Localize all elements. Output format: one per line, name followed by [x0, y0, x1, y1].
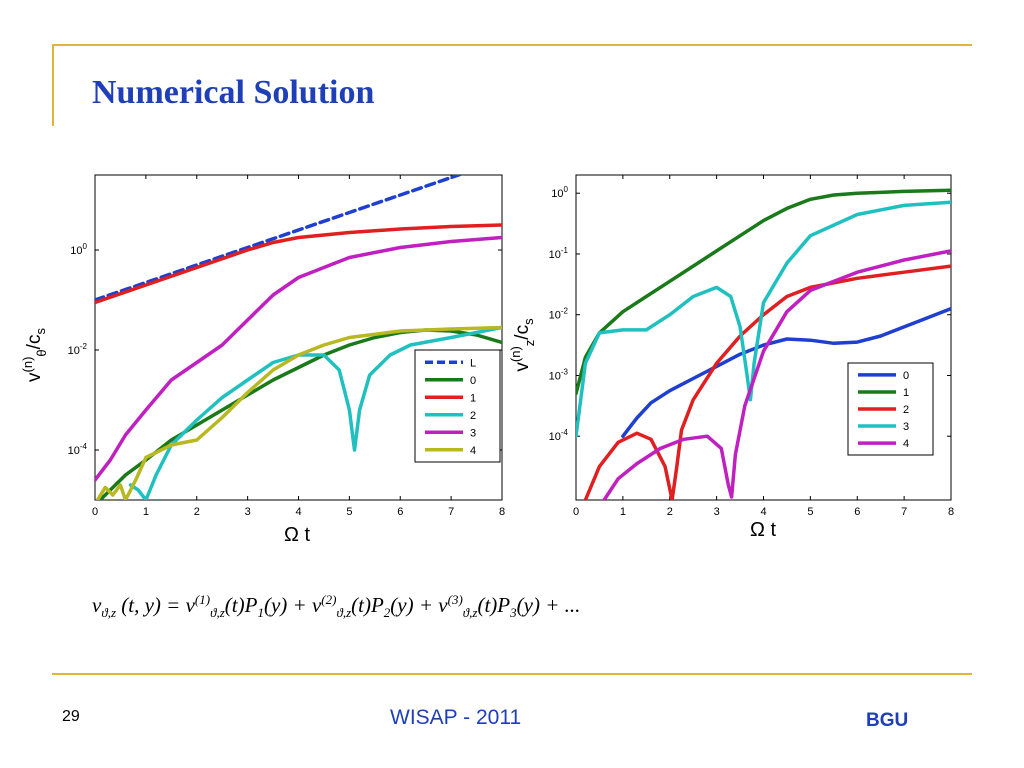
legend: L 0 1 2 3 4 — [414, 349, 501, 463]
legend-label: 4 — [470, 445, 476, 457]
y-tick-label: 10-2 — [68, 342, 88, 357]
y-tick-label: 10-4 — [549, 428, 569, 443]
series-line-2 — [128, 325, 502, 500]
series-line-4 — [95, 325, 502, 500]
x-tick-label: 8 — [948, 506, 954, 518]
legend-label: 2 — [470, 410, 476, 422]
legend: 0 1 2 3 4 — [847, 362, 934, 456]
legend-label: 4 — [903, 438, 909, 450]
x-tick-label: 1 — [620, 506, 626, 518]
x-tick-label: 2 — [667, 506, 673, 518]
series-line-3 — [95, 235, 502, 482]
legend-label: L — [470, 357, 476, 369]
y-tick-label: 10-2 — [549, 307, 569, 322]
series-line-L — [95, 175, 464, 302]
y-tick-label: 100 — [70, 242, 87, 257]
legend-label: 1 — [903, 387, 909, 399]
x-tick-label: 4 — [295, 506, 301, 518]
expansion-formula: vϑ,z (t, y) = v(1)ϑ,z(t)P1(y) + v(2)ϑ,z(… — [92, 592, 580, 621]
x-tick-label: 1 — [143, 506, 149, 518]
bottom-rule — [52, 673, 972, 675]
y-tick-label: 10-3 — [549, 367, 569, 382]
series-line-1 — [576, 188, 951, 396]
top-rule — [52, 44, 972, 46]
legend-label: 0 — [903, 370, 909, 382]
x-axis-label: Ω t — [284, 524, 311, 546]
x-tick-label: 3 — [245, 506, 251, 518]
series-group — [576, 188, 951, 500]
x-tick-label: 6 — [397, 506, 403, 518]
formula-lhs: vϑ,z (t, y) = — [92, 593, 181, 621]
legend-label: 2 — [903, 404, 909, 416]
left-rule — [52, 44, 54, 126]
formula-term-1: v(1)ϑ,z(t)P1(y) + — [185, 592, 307, 621]
series-line-4 — [602, 249, 951, 500]
legend-box — [414, 349, 501, 463]
x-tick-label: 7 — [901, 506, 907, 518]
x-tick-label: 0 — [92, 506, 98, 518]
legend-label: 3 — [470, 427, 476, 439]
x-axis-label: Ω t — [750, 519, 777, 541]
legend-label: 0 — [470, 375, 476, 387]
series-line-3 — [576, 200, 951, 438]
x-tick-label: 5 — [807, 506, 813, 518]
slide-number: 29 — [62, 708, 80, 725]
y-axis-label: v(n)z/cs — [508, 318, 537, 372]
y-tick-label: 10-1 — [549, 246, 569, 261]
y-tick-label: 10-4 — [68, 442, 88, 457]
y-axis-label: v(n)θ/cs — [20, 328, 49, 382]
x-tick-label: 0 — [573, 506, 579, 518]
chart-1: 0 1 2 3 4 5 6 7 8 100 10-2 10-4 L 0 1 2 3 4 Ω t v(n)θ/cs — [20, 174, 505, 546]
y-tick-label: 100 — [551, 185, 568, 200]
series-line-0 — [621, 306, 951, 438]
series-line-1 — [95, 223, 502, 305]
x-tick-label: 5 — [346, 506, 352, 518]
legend-label: 3 — [903, 421, 909, 433]
x-tick-label: 4 — [760, 506, 766, 518]
footer-text: WISAP - 2011 — [390, 706, 522, 729]
x-tick-label: 6 — [854, 506, 860, 518]
x-tick-label: 8 — [499, 506, 505, 518]
x-tick-label: 2 — [194, 506, 200, 518]
formula-term-3: v(3)ϑ,z(t)P3(y) + ... — [438, 592, 581, 621]
x-tick-label: 7 — [448, 506, 454, 518]
slide-title: Numerical Solution — [92, 74, 375, 111]
legend-label: 1 — [470, 392, 476, 404]
formula-term-2: v(2)ϑ,z(t)P2(y) + — [311, 592, 434, 621]
series-group — [95, 175, 502, 500]
bgu-logo-text: BGU — [866, 710, 909, 731]
x-tick-label: 3 — [714, 506, 720, 518]
